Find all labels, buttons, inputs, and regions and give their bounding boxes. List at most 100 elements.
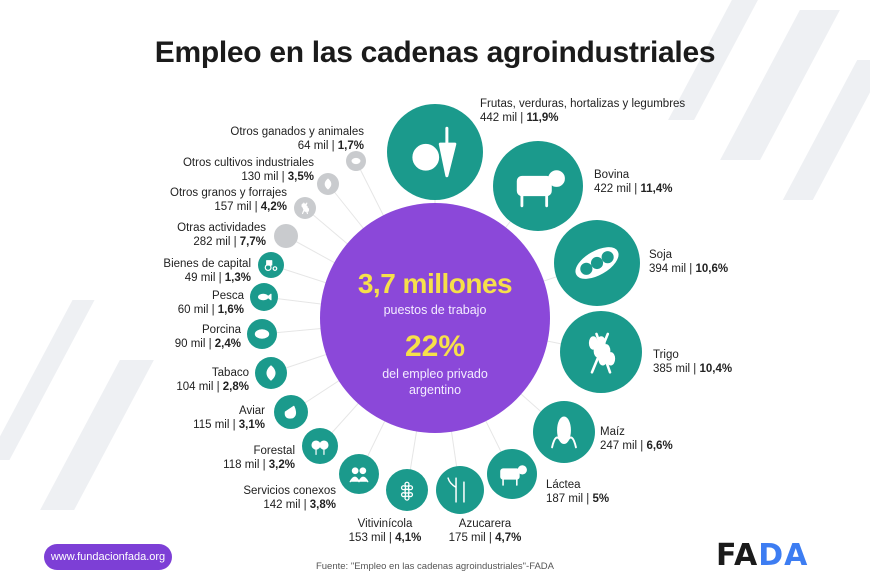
jobs-value: 64 mil — [297, 140, 329, 152]
bubble-sugarcane-icon — [436, 466, 484, 514]
category-name: Aviar — [239, 405, 265, 417]
category-value: 153 mil | 4,1% — [349, 532, 422, 544]
data-label: Tabaco 104 mil | 2,8% — [176, 366, 249, 394]
data-label: Láctea 187 mil | 5% — [546, 478, 609, 506]
data-label: Soja 394 mil | 10,6% — [649, 248, 728, 276]
data-label: Pesca 60 mil | 1,6% — [178, 289, 244, 317]
separator: | — [583, 493, 593, 505]
trees-icon-part — [319, 440, 329, 450]
separator: | — [230, 236, 240, 248]
share-value: 1,6% — [217, 304, 244, 316]
bubble-chicken-icon — [274, 395, 308, 429]
jobs-value: 175 mil — [448, 532, 486, 544]
category-name: Porcina — [202, 324, 241, 336]
crop-icon-part — [324, 178, 332, 190]
grapes-icon-part — [400, 492, 407, 498]
separator: | — [328, 140, 338, 152]
share-value: 5% — [592, 493, 610, 505]
bubble-circle — [436, 466, 484, 514]
total-jobs: 3,7 millones — [357, 268, 513, 299]
category-name: Frutas, verduras, hortalizas y legumbres — [480, 98, 686, 110]
cow-icon-part — [548, 170, 565, 187]
jobs-value: 422 mil — [594, 183, 632, 195]
bubble-soybean-icon — [554, 220, 640, 306]
data-label: Otras actividades 282 mil | 7,7% — [177, 221, 266, 249]
bubble-trees-icon — [302, 428, 338, 464]
category-name: Otros granos y forrajes — [170, 187, 287, 199]
bubble-tobacco-leaf-icon — [255, 357, 287, 389]
data-label: Maíz 247 mil | 6,6% — [600, 425, 673, 453]
separator: | — [690, 363, 700, 375]
grapes-icon-part — [407, 485, 414, 491]
category-name: Bovina — [594, 169, 630, 181]
category-value: 60 mil | 1,6% — [178, 304, 244, 316]
fish-icon-part — [266, 293, 272, 301]
bubble-corn-icon — [533, 401, 595, 463]
category-name: Forestal — [253, 445, 295, 457]
dairy-cow-icon-part — [502, 478, 518, 486]
wheat-icon-part — [593, 344, 603, 358]
logo-accent: DA — [758, 538, 809, 573]
category-name: Otras actividades — [177, 222, 266, 234]
jobs-value: 142 mil — [263, 499, 301, 511]
category-value: 157 mil | 4,2% — [214, 201, 287, 213]
website-link[interactable]: www.fundacionfada.org — [44, 544, 172, 570]
share-value: 6,6% — [646, 440, 673, 452]
jobs-value: 130 mil — [241, 171, 279, 183]
share-value: 2,4% — [214, 338, 241, 350]
category-name: Bienes de capital — [163, 258, 251, 270]
bubble-other — [274, 224, 298, 248]
jobs-value: 282 mil — [193, 236, 231, 248]
share-value: 4,1% — [395, 532, 422, 544]
category-value: 118 mil | 3,2% — [223, 459, 295, 471]
jobs-value: 49 mil — [184, 272, 216, 284]
category-name: Servicios conexos — [243, 485, 336, 497]
separator: | — [637, 440, 647, 452]
page-title: Empleo en las cadenas agroindustriales — [154, 36, 716, 69]
data-label: Forestal 118 mil | 3,2% — [223, 444, 295, 472]
share-value: 11,4% — [640, 183, 673, 195]
separator: | — [485, 532, 496, 544]
center-circle — [320, 203, 550, 433]
jobs-value: 247 mil — [600, 440, 638, 452]
people-icon-part — [359, 467, 367, 475]
fish-icon-part — [258, 293, 269, 301]
soybean-icon-part — [601, 251, 614, 264]
share-value: 3,1% — [238, 419, 265, 431]
soybean-icon-part — [590, 256, 604, 270]
bubble-grain-icon — [294, 197, 316, 219]
share-percent: 22% — [404, 330, 466, 363]
bubble-tractor-icon — [258, 252, 284, 278]
category-name: Láctea — [546, 479, 581, 491]
jobs-value: 153 mil — [348, 532, 386, 544]
jobs-value: 118 mil — [223, 459, 260, 471]
data-label: Otros ganados y animales 64 mil | 1,7% — [230, 125, 364, 153]
share-value: 4,2% — [260, 201, 287, 213]
cow-icon-part — [516, 175, 552, 197]
category-value: 49 mil | 1,3% — [185, 272, 251, 284]
bubble-crop-icon — [317, 173, 339, 195]
total-jobs-desc: puestos de trabajo — [383, 303, 487, 317]
jobs-value: 385 mil — [653, 363, 691, 375]
separator: | — [213, 381, 223, 393]
bubble-dairy-cow-icon — [487, 449, 537, 499]
jobs-value: 90 mil — [174, 338, 206, 350]
jobs-value: 115 mil — [193, 419, 230, 431]
category-value: 64 mil | 1,7% — [298, 140, 364, 152]
grapes-icon-part — [404, 495, 410, 501]
bubble-wheat-icon — [560, 311, 642, 393]
category-name: Otros cultivos industriales — [182, 157, 314, 169]
data-label: Otros cultivos industriales 130 mil | 3,5… — [183, 156, 314, 184]
category-value: 130 mil | 3,5% — [241, 171, 314, 183]
share-value: 4,7% — [495, 532, 522, 544]
people-icon-part — [349, 476, 369, 483]
category-value: 247 mil | 6,6% — [600, 440, 673, 452]
data-label: Bienes de capital 49 mil | 1,3% — [163, 257, 251, 285]
share-desc-1: del empleo privado — [382, 367, 488, 381]
data-label: Bovina 422 mil | 11,4% — [594, 168, 672, 196]
people-icon-part — [351, 467, 359, 475]
bubble-cow-icon — [493, 141, 583, 231]
data-label: Servicios conexos 142 mil | 3,8% — [243, 484, 336, 512]
